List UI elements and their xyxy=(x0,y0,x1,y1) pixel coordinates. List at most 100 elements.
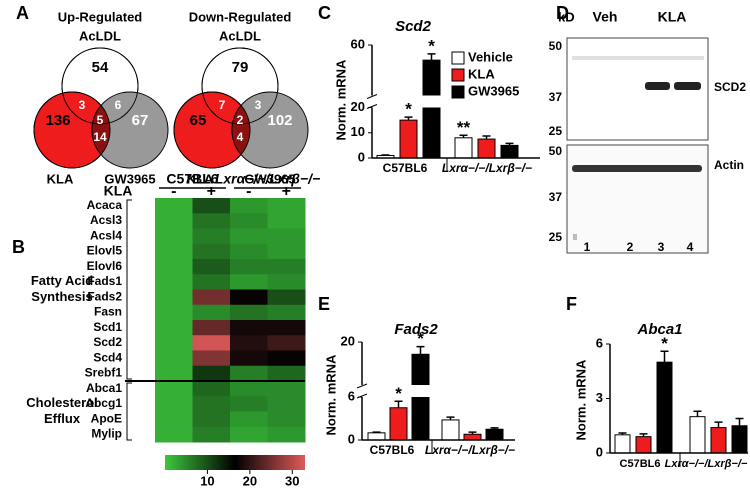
blot-group: Veh xyxy=(593,9,618,25)
heat-cell xyxy=(155,320,193,336)
heat-cell xyxy=(230,365,268,382)
axis-break-gap xyxy=(366,95,540,108)
blot-band xyxy=(572,165,702,172)
venn-label: AcLDL xyxy=(79,28,121,43)
error-bar xyxy=(394,400,403,408)
row-label: Fads2 xyxy=(87,289,122,303)
heat-cell xyxy=(155,243,193,260)
x-tick-label: Lxrα−/−/Lxrβ−/− xyxy=(442,161,532,175)
marker: 25 xyxy=(549,230,563,244)
venn-outline xyxy=(201,47,279,125)
row-label: Scd4 xyxy=(93,350,122,364)
y-tick-label: 0 xyxy=(358,149,365,164)
heat-cell xyxy=(155,228,193,245)
row-label: Abcg1 xyxy=(85,396,122,410)
panel-label: D xyxy=(556,3,569,23)
heat-cell xyxy=(155,304,193,321)
column-group: C57BL6 xyxy=(166,171,218,187)
colorbar-label: 30 xyxy=(285,473,299,488)
axis-break-gap xyxy=(356,385,515,397)
row-label: Abca1 xyxy=(86,381,122,395)
legend-swatch xyxy=(451,68,465,82)
heat-cell xyxy=(230,274,268,290)
bar xyxy=(500,144,519,159)
bar xyxy=(710,427,727,454)
heat-cell xyxy=(230,320,268,336)
significance: * xyxy=(417,329,424,348)
venn-label: AcLDL xyxy=(219,28,261,43)
error-bar xyxy=(468,431,477,435)
blot-labels: kD Veh KLA SCD2 Actin 50 37 25 50 37 25 … xyxy=(549,9,747,254)
colorbar xyxy=(165,455,305,470)
error-bar xyxy=(482,135,491,140)
row-label: Elovl5 xyxy=(87,244,123,258)
significance: ** xyxy=(457,118,471,137)
column-label: KLA xyxy=(104,183,133,199)
heat-cell xyxy=(230,381,268,397)
heat-cell xyxy=(267,365,306,382)
legend-label: KLA xyxy=(468,66,495,81)
marker: 50 xyxy=(549,39,563,53)
error-bar xyxy=(735,417,744,426)
y-tick-label: 3 xyxy=(596,390,603,405)
row-label: Mylip xyxy=(91,427,122,441)
error-bar xyxy=(459,134,468,138)
heat-cell xyxy=(155,426,193,443)
legend-label: GW3965 xyxy=(468,83,519,98)
x-tick-label: Lxrα−/−/Lxrβ−/− xyxy=(425,443,515,457)
lane: 3 xyxy=(658,240,665,254)
heat-cell xyxy=(267,396,306,412)
panel-label: A xyxy=(16,3,29,23)
x-tick-label: C57BL6 xyxy=(620,458,661,470)
bar xyxy=(389,407,408,441)
heat-cell xyxy=(192,259,231,275)
chart-title: Abca1 xyxy=(636,321,682,338)
heat-cell xyxy=(192,411,231,428)
venn-count: 65 xyxy=(190,112,207,129)
marker: 37 xyxy=(549,90,563,104)
bar xyxy=(422,59,441,159)
heat-cell xyxy=(230,243,268,260)
venn-count: 2 xyxy=(237,113,244,127)
heat-cell xyxy=(192,213,231,229)
error-bar xyxy=(381,154,390,156)
column-tick: - xyxy=(246,183,251,200)
venn-count: 79 xyxy=(232,59,249,76)
venn-count: 3 xyxy=(255,98,262,112)
heat-cell xyxy=(192,274,231,290)
venn-count: 5 xyxy=(97,113,104,127)
column-tick: + xyxy=(282,183,291,200)
heat-cell xyxy=(230,335,268,351)
lane: 4 xyxy=(687,240,694,254)
heat-cell xyxy=(267,228,306,245)
column-tick: - xyxy=(171,183,176,200)
heat-cell xyxy=(155,411,193,428)
heat-cell xyxy=(267,198,306,214)
marker: 25 xyxy=(549,124,563,138)
x-tick-label: C57BL6 xyxy=(383,161,428,175)
y-tick-label: 0 xyxy=(348,431,355,446)
heat-cell xyxy=(155,335,193,351)
heat-cell xyxy=(230,411,268,428)
heat-cell xyxy=(267,304,306,321)
row-group: Efflux xyxy=(44,411,81,426)
legend-label: Vehicle xyxy=(468,49,513,64)
error-bar xyxy=(446,416,455,420)
blot-unit: kD xyxy=(558,9,575,24)
venn-count: 14 xyxy=(93,130,107,144)
heat-cell xyxy=(192,320,231,336)
heat-cell xyxy=(155,259,193,275)
venn-count: 4 xyxy=(237,130,244,144)
heat-cell xyxy=(267,289,306,306)
heat-cell xyxy=(155,365,193,382)
heat-cell xyxy=(155,350,193,367)
blot-spot xyxy=(573,234,577,240)
heat-cell xyxy=(230,304,268,321)
heat-cell xyxy=(155,396,193,412)
blot-frame xyxy=(566,144,709,254)
y-axis-label: Norm. mRNA xyxy=(573,359,588,441)
panel-label: C xyxy=(318,3,331,23)
blot-band-label: SCD2 xyxy=(714,80,746,94)
y-tick-label: 6 xyxy=(348,388,355,403)
